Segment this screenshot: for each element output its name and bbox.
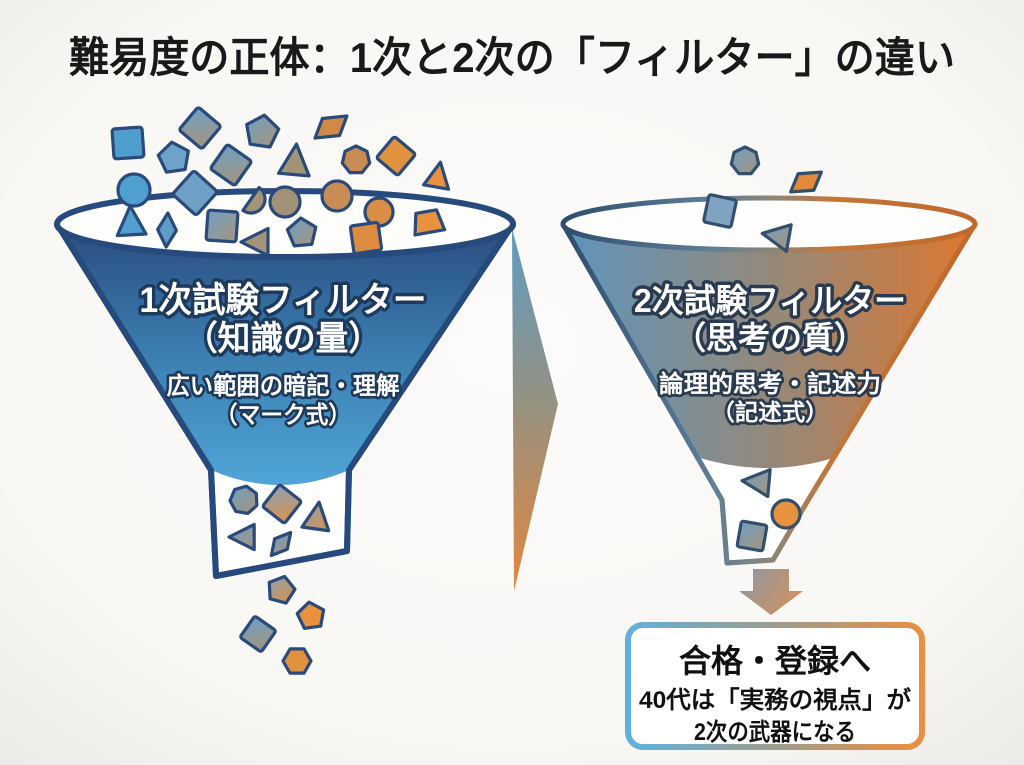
right-funnel: 2次試験フィルター （思考の質） 論理的思考・記述力 （記述式） — [560, 147, 978, 563]
page-title: 難易度の正体：1次と2次の「フィルター」の違い — [69, 34, 955, 81]
right-funnel-liquid — [563, 224, 975, 468]
result-box: 合格・登録へ 40代は「実務の視点」が 2次の武器になる — [625, 622, 925, 750]
left-funnel: 1次試験フィルター （知識の量） 広い範囲の暗記・理解 （マーク式） — [54, 107, 516, 673]
result-box-line3: 2次の武器になる — [694, 719, 856, 746]
flow-arrow-icon — [512, 228, 558, 591]
left-funnel-sub-line1: 広い範囲の暗記・理解 — [167, 372, 400, 400]
left-funnel-labels: 1次試験フィルター （知識の量） 広い範囲の暗記・理解 （マーク式） — [136, 278, 430, 432]
result-box-line2: 40代は「実務の視点」が — [639, 686, 911, 714]
right-funnel-labels: 2次試験フィルター （思考の質） 論理的思考・記述力 （記述式） — [631, 279, 910, 428]
left-funnel-heading-line2: （知識の量） — [185, 319, 381, 358]
result-box-frame — [625, 622, 925, 750]
left-funnel-heading-line1: 1次試験フィルター — [140, 281, 427, 320]
result-box-line1: 合格・登録へ — [679, 643, 871, 679]
right-funnel-rim — [560, 195, 978, 253]
left-funnel-liquid — [57, 224, 513, 485]
right-funnel-sub-line1: 論理的思考・記述力 — [659, 370, 881, 398]
right-funnel-heading-line1: 2次試験フィルター — [634, 282, 906, 319]
left-funnel-sub-line2: （マーク式） — [215, 402, 351, 429]
right-funnel-sub-line2: （記述式） — [712, 399, 829, 425]
down-arrow-icon — [739, 569, 803, 615]
right-funnel-heading-line2: （思考の質） — [674, 320, 866, 356]
